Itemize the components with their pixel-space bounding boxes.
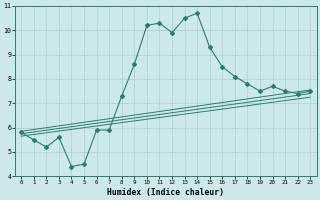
X-axis label: Humidex (Indice chaleur): Humidex (Indice chaleur) xyxy=(107,188,224,197)
